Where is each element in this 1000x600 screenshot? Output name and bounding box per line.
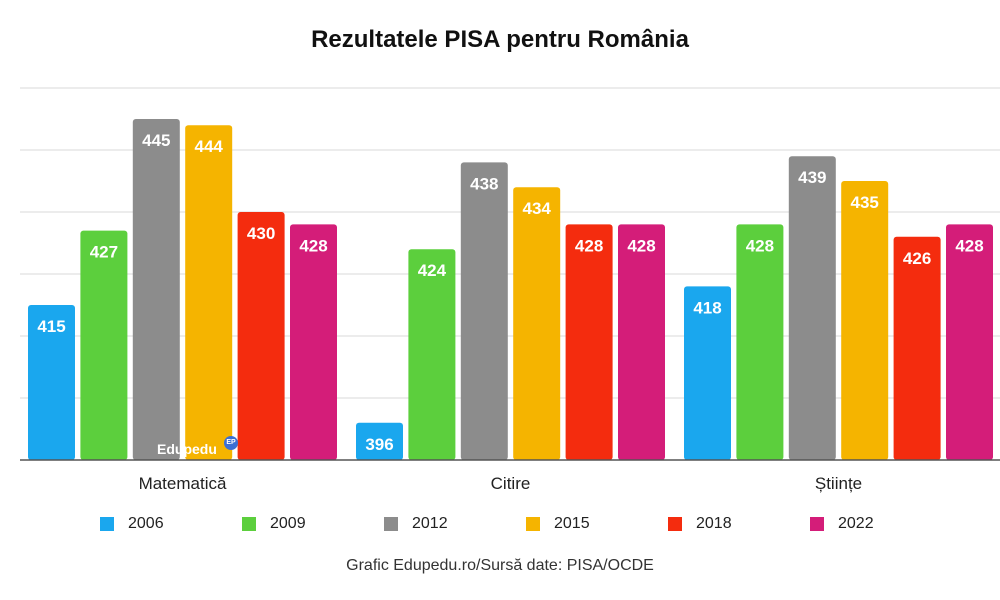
data-label: 428 bbox=[955, 236, 983, 255]
legend-swatch bbox=[384, 517, 398, 531]
data-label: 438 bbox=[470, 174, 498, 193]
bar bbox=[28, 305, 75, 460]
legend-swatch bbox=[100, 517, 114, 531]
legend-label: 2022 bbox=[838, 515, 874, 532]
data-label: 428 bbox=[627, 236, 655, 255]
data-label: 418 bbox=[693, 298, 721, 317]
legend-label: 2012 bbox=[412, 515, 448, 532]
bar bbox=[736, 224, 784, 460]
bar bbox=[684, 286, 731, 460]
data-label: 428 bbox=[746, 236, 774, 255]
watermark-text: Edupedu bbox=[157, 441, 217, 457]
data-label: 428 bbox=[299, 236, 327, 255]
data-label: 439 bbox=[798, 168, 826, 187]
legend-swatch bbox=[242, 517, 256, 531]
bar bbox=[788, 156, 836, 460]
legend-item: 2006 bbox=[100, 515, 242, 533]
legend-swatch bbox=[810, 517, 824, 531]
legend-item: 2012 bbox=[384, 515, 526, 533]
bar bbox=[290, 224, 337, 460]
bar bbox=[132, 119, 180, 460]
legend-item: 2009 bbox=[242, 515, 384, 533]
data-label: 427 bbox=[90, 243, 118, 262]
bar bbox=[565, 224, 613, 460]
bar bbox=[893, 236, 941, 460]
data-label: 435 bbox=[851, 193, 879, 212]
data-label: 426 bbox=[903, 249, 931, 268]
data-label: 434 bbox=[523, 199, 552, 218]
legend-swatch bbox=[526, 517, 540, 531]
bar bbox=[513, 187, 561, 460]
data-label: 430 bbox=[247, 224, 275, 243]
bar bbox=[408, 249, 456, 460]
legend-item: 2022 bbox=[810, 515, 952, 533]
watermark-badge: EP bbox=[224, 436, 238, 450]
legend: 2006 2009 2012 2015 2018 2022 bbox=[100, 515, 952, 533]
bar bbox=[946, 224, 993, 460]
data-label: 444 bbox=[195, 137, 224, 156]
bar bbox=[185, 125, 233, 460]
bar bbox=[618, 224, 665, 460]
legend-item: 2018 bbox=[668, 515, 810, 533]
legend-label: 2009 bbox=[270, 515, 306, 532]
chart-title: Rezultatele PISA pentru România bbox=[311, 26, 689, 53]
data-label: 396 bbox=[365, 435, 393, 454]
category-label: Științe bbox=[815, 474, 862, 493]
legend-label: 2018 bbox=[696, 515, 732, 532]
bar bbox=[356, 422, 403, 460]
category-label: Matematică bbox=[139, 474, 227, 493]
data-label: 445 bbox=[142, 131, 170, 150]
legend-item: 2015 bbox=[526, 515, 668, 533]
bar bbox=[460, 162, 508, 460]
bar bbox=[841, 181, 889, 460]
source-note: Grafic Edupedu.ro/Sursă date: PISA/OCDE bbox=[346, 557, 654, 574]
legend-swatch bbox=[668, 517, 682, 531]
bar bbox=[237, 212, 285, 460]
legend-label: 2006 bbox=[128, 515, 164, 532]
legend-label: 2015 bbox=[554, 515, 590, 532]
category-label: Citire bbox=[491, 474, 531, 493]
bar bbox=[80, 230, 128, 460]
data-label: 424 bbox=[418, 261, 447, 280]
data-label: 428 bbox=[575, 236, 603, 255]
data-label: 415 bbox=[37, 317, 65, 336]
